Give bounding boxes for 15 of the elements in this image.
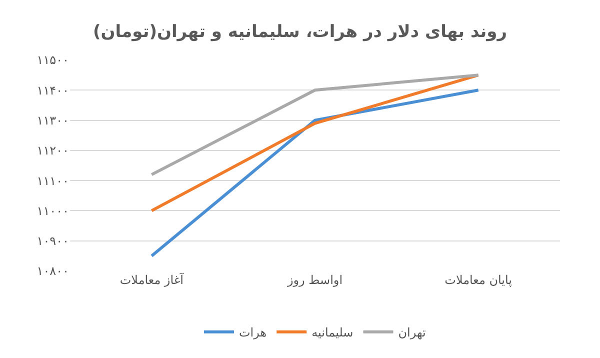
x-tick-label: پایان معاملات xyxy=(444,273,512,287)
y-tick-label: ۱۱۲۰۰ xyxy=(36,144,69,158)
y-tick-label: ۱۰۸۰۰ xyxy=(36,264,69,278)
y-tick-label: ۱۱۵۰۰ xyxy=(36,53,69,68)
y-tick-label: ۱۱۱۰۰ xyxy=(36,174,69,188)
y-tick-label: ۱۱۰۰۰ xyxy=(36,204,69,218)
legend-label: سلیمانیه xyxy=(312,326,354,340)
x-tick-label: آغاز معاملات xyxy=(120,272,184,287)
y-tick-label: ۱۰۹۰۰ xyxy=(36,234,69,248)
x-tick-label: اواسط روز xyxy=(286,273,343,287)
chart-title: روند بهای دلار در هرات، سلیمانیه و تهران(تومان) xyxy=(92,22,508,42)
legend-label: هرات xyxy=(239,326,267,340)
y-tick-label: ۱۱۴۰۰ xyxy=(36,83,69,98)
y-tick-label: ۱۱۳۰۰ xyxy=(36,113,69,128)
legend-label: تهران xyxy=(398,326,426,340)
